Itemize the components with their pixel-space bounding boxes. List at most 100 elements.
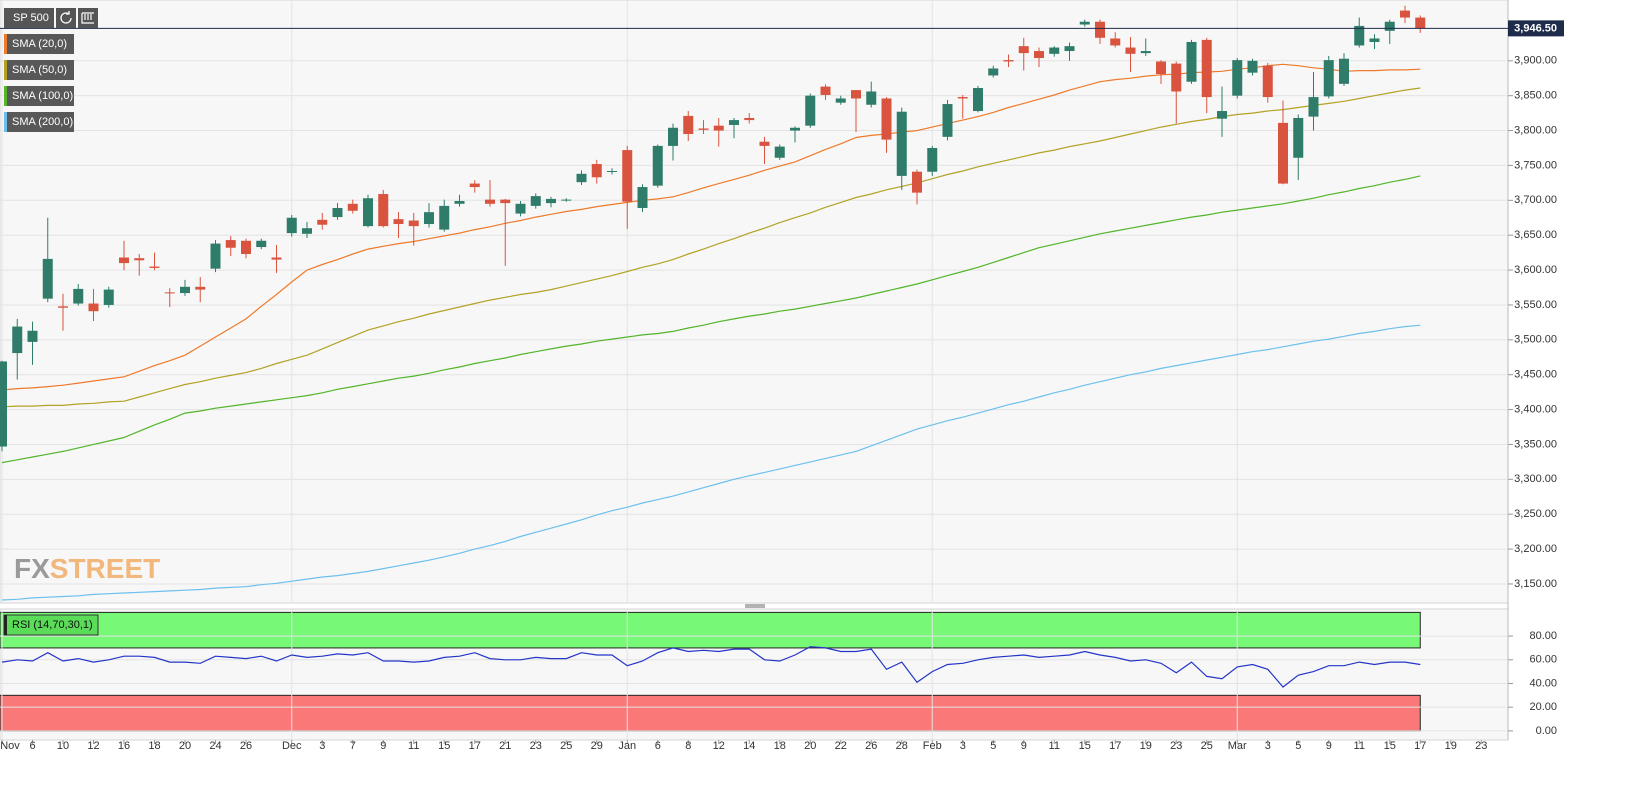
x-tick-label: 23 <box>1475 740 1487 752</box>
y-tick-label: 3,250.00 <box>1514 508 1557 520</box>
candle-body <box>210 243 221 269</box>
last-price-tag <box>1508 20 1564 37</box>
candle-body <box>988 68 999 76</box>
candle-body <box>1247 60 1258 73</box>
candle-body <box>393 219 404 225</box>
candle-body <box>713 125 724 131</box>
candle-body <box>27 330 38 342</box>
candle-body <box>1400 10 1410 18</box>
candle-body <box>180 286 190 294</box>
panel-resize-handle[interactable] <box>745 604 765 608</box>
candle-body <box>805 95 816 126</box>
x-tick-label: 5 <box>1295 740 1301 752</box>
toolbar <box>56 8 98 28</box>
y-tick-label: 3,900.00 <box>1514 55 1557 67</box>
candle-body <box>271 257 282 260</box>
legend-label: SMA (100,0) <box>12 90 73 102</box>
x-tick-label: 9 <box>1326 740 1332 752</box>
candle-body <box>683 115 694 135</box>
sma-line <box>1 175 1421 464</box>
legend-swatch <box>4 112 7 132</box>
y-tick-label: 20.00 <box>1529 701 1557 713</box>
x-tick-label: 23 <box>530 740 542 752</box>
x-tick-label: 23 <box>1170 740 1182 752</box>
x-tick-label: 26 <box>240 740 252 752</box>
x-tick-label: 17 <box>1414 740 1426 752</box>
candle-body <box>1003 60 1014 62</box>
candle-body <box>0 361 7 447</box>
x-tick-label: 16 <box>118 740 130 752</box>
x-tick-label: 29 <box>591 740 603 752</box>
x-tick-label: 12 <box>87 740 99 752</box>
y-tick-label: 3,800.00 <box>1514 124 1557 136</box>
candle-body <box>103 289 114 305</box>
x-tick-label: 11 <box>1049 740 1060 752</box>
watermark-street: STREET <box>50 553 160 584</box>
x-tick-label: 11 <box>408 740 419 752</box>
legend-swatch <box>4 615 7 635</box>
legend-box[interactable] <box>4 112 74 132</box>
candle-body <box>424 212 434 225</box>
candle-body <box>408 220 419 227</box>
x-tick-label: 3 <box>960 740 966 752</box>
y-tick-label: 60.00 <box>1529 654 1557 666</box>
symbol-box[interactable] <box>4 8 54 28</box>
refresh-icon <box>60 11 72 24</box>
symbol-title: SP 500 <box>13 12 49 24</box>
legend-box[interactable] <box>4 34 74 54</box>
x-tick-label: 10 <box>57 740 69 752</box>
candle-body <box>1079 21 1090 25</box>
last-price-label: 3,946.50 <box>1514 22 1557 34</box>
candle-body <box>561 199 572 201</box>
sma-line <box>1 87 1421 408</box>
candle-body <box>42 258 53 299</box>
candle-body <box>1339 58 1349 84</box>
y-tick-label: 3,300.00 <box>1514 473 1557 485</box>
x-tick-label: 25 <box>560 740 572 752</box>
y-tick-label: 80.00 <box>1529 630 1557 642</box>
x-tick-label: 18 <box>774 740 786 752</box>
candle-body <box>652 145 663 186</box>
candle-body <box>347 203 358 211</box>
x-tick-label: Feb <box>923 740 942 752</box>
main-panel <box>0 0 1509 604</box>
candle-body <box>1384 21 1395 31</box>
y-tick-label: 3,650.00 <box>1514 229 1557 241</box>
y-tick-label: 3,850.00 <box>1514 90 1557 102</box>
x-tick-label: 22 <box>835 740 847 752</box>
candle-body <box>866 91 877 105</box>
candle-body <box>1064 46 1075 52</box>
candle-body <box>973 88 983 112</box>
candle-body <box>668 127 678 146</box>
legend-box[interactable] <box>4 86 74 106</box>
candle-body <box>591 164 602 178</box>
candle-body <box>515 203 526 214</box>
y-tick-label: 3,550.00 <box>1514 299 1557 311</box>
x-tick-label: 14 <box>743 740 755 752</box>
x-tick-label: 17 <box>469 740 481 752</box>
candle-body <box>73 288 84 304</box>
candle-body <box>1415 17 1426 29</box>
x-tick-label: 12 <box>713 740 725 752</box>
legend-box[interactable] <box>4 60 74 80</box>
legend-label: SMA (20,0) <box>12 38 67 50</box>
x-tick-label: 17 <box>1109 740 1121 752</box>
candle-body <box>790 127 800 131</box>
candle-body <box>469 183 480 188</box>
watermark-fx: FX <box>14 553 50 584</box>
candle-body <box>1369 38 1380 42</box>
candle-body <box>58 306 68 308</box>
x-tick-label: 3 <box>319 740 325 752</box>
y-tick-label: 3,150.00 <box>1514 578 1557 590</box>
x-tick-label: 5 <box>990 740 996 752</box>
candle-body <box>1140 51 1151 54</box>
refresh-button[interactable] <box>56 8 76 28</box>
y-tick-label: 3,450.00 <box>1514 369 1557 381</box>
candle-body <box>1171 63 1182 92</box>
x-tick-label: 6 <box>655 740 661 752</box>
candle-body <box>576 173 587 183</box>
candle-body <box>500 199 511 204</box>
candle-body <box>363 198 373 227</box>
